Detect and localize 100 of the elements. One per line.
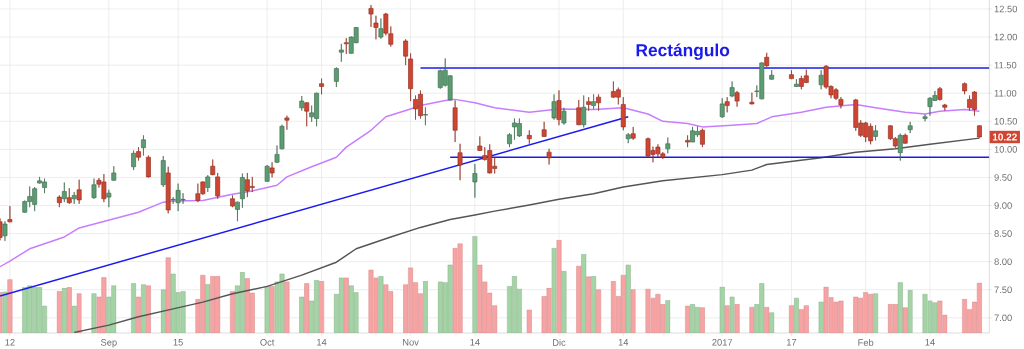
y-tick-label: 7.00: [994, 314, 1012, 322]
candlestick: [249, 176, 255, 193]
candlestick: [685, 134, 690, 148]
candlestick: [235, 201, 240, 222]
candlestick: [873, 124, 878, 141]
x-tick-label: Oct: [260, 339, 275, 346]
candlestick: [764, 52, 770, 68]
x-tick-label: 14: [618, 339, 629, 346]
y-tick-label: 9.50: [994, 174, 1012, 181]
candlestick: [942, 103, 948, 111]
candlestick: [818, 69, 824, 90]
candlestick: [962, 82, 968, 95]
candlestick: [526, 129, 532, 145]
x-tick-label: 14: [470, 339, 480, 346]
candlestick: [581, 95, 587, 128]
candlestick: [215, 172, 221, 200]
y-tick-label: 12.50: [994, 5, 1018, 13]
candlestick: [319, 78, 324, 95]
annotation: Rectángulo: [636, 43, 730, 60]
x-tick-label: 17: [786, 339, 797, 346]
candlestick: [625, 132, 631, 144]
candlestick: [71, 191, 77, 205]
candlestick: [165, 166, 171, 214]
candlestick: [141, 134, 146, 156]
candlestick: [719, 97, 725, 119]
candlestick: [343, 37, 349, 55]
candlestick: [576, 99, 582, 126]
candlestick: [922, 114, 928, 122]
candlestick: [136, 146, 141, 161]
candlestick: [131, 150, 136, 171]
candlestick: [333, 67, 339, 88]
candlestick: [284, 115, 290, 131]
candlestick: [210, 159, 216, 176]
candlestick: [230, 195, 235, 208]
candlestick: [299, 95, 305, 111]
candlestick: [452, 100, 458, 143]
candlestick: [902, 133, 908, 145]
candlestick: [403, 38, 409, 66]
y-tick-label: 11.50: [994, 61, 1017, 69]
candlestick: [541, 121, 547, 138]
candlestick: [769, 69, 775, 81]
y-tick-label: 8.50: [994, 230, 1012, 237]
candlestick: [665, 137, 671, 154]
candlestick: [630, 126, 636, 141]
candlestick: [516, 118, 522, 138]
line-series: [73, 137, 981, 333]
candlestick: [729, 81, 735, 98]
candlestick: [724, 96, 730, 113]
candlestick: [378, 18, 384, 40]
x-tick-label: Sep: [100, 339, 117, 348]
candlestick: [591, 93, 597, 110]
y-tick-label: 10.50: [994, 118, 1018, 125]
candlestick: [66, 187, 72, 205]
candlestick: [620, 96, 626, 131]
candlestick: [111, 165, 117, 182]
candlestick: [596, 93, 601, 111]
candlestick: [304, 101, 310, 127]
y-tick-label: 7.50: [994, 286, 1012, 294]
candlestick: [472, 163, 478, 198]
candlestick: [146, 155, 151, 178]
candlestick: [546, 148, 552, 165]
annotation: 10.22: [992, 133, 1017, 141]
candlestick: [423, 106, 428, 126]
candlestick: [76, 179, 82, 205]
candlestick: [239, 173, 245, 209]
candlestick: [7, 205, 13, 223]
candlestick: [734, 90, 740, 108]
candlestick: [160, 155, 166, 188]
candlestick: [897, 133, 903, 161]
x-tick-label: 15: [173, 339, 183, 346]
candlestick: [700, 128, 705, 148]
x-tick-label: Dic: [553, 339, 566, 346]
candlestick: [551, 93, 557, 120]
y-tick-label: 8.00: [994, 258, 1012, 265]
candlestick: [91, 178, 97, 200]
candlestick: [907, 121, 913, 134]
x-tick-label: Feb: [858, 339, 874, 346]
x-tick-label: Nov: [403, 339, 419, 346]
candlestick: [457, 143, 463, 181]
candlestick: [556, 90, 562, 126]
x-tick-label: 2017: [712, 339, 733, 346]
y-tick-label: 10.00: [994, 146, 1018, 153]
candlestick: [793, 78, 799, 88]
candlestick: [338, 43, 344, 63]
candlestick: [205, 174, 211, 193]
candlestick: [61, 182, 67, 203]
candlestick: [264, 164, 270, 183]
candlestick: [106, 189, 112, 208]
x-tick-label: 14: [925, 339, 935, 346]
y-tick-label: 12.00: [994, 33, 1018, 41]
candlestick: [645, 137, 651, 158]
candlestick: [561, 107, 567, 125]
candlestick: [749, 92, 755, 105]
candlestick: [977, 124, 982, 138]
x-tick-label: 14: [317, 339, 327, 346]
candlestick: [408, 53, 413, 102]
y-tick-label: 9.00: [994, 202, 1012, 209]
candlestick: [269, 161, 275, 178]
candlestick: [937, 86, 943, 101]
x-tick-label: 12: [5, 339, 15, 346]
